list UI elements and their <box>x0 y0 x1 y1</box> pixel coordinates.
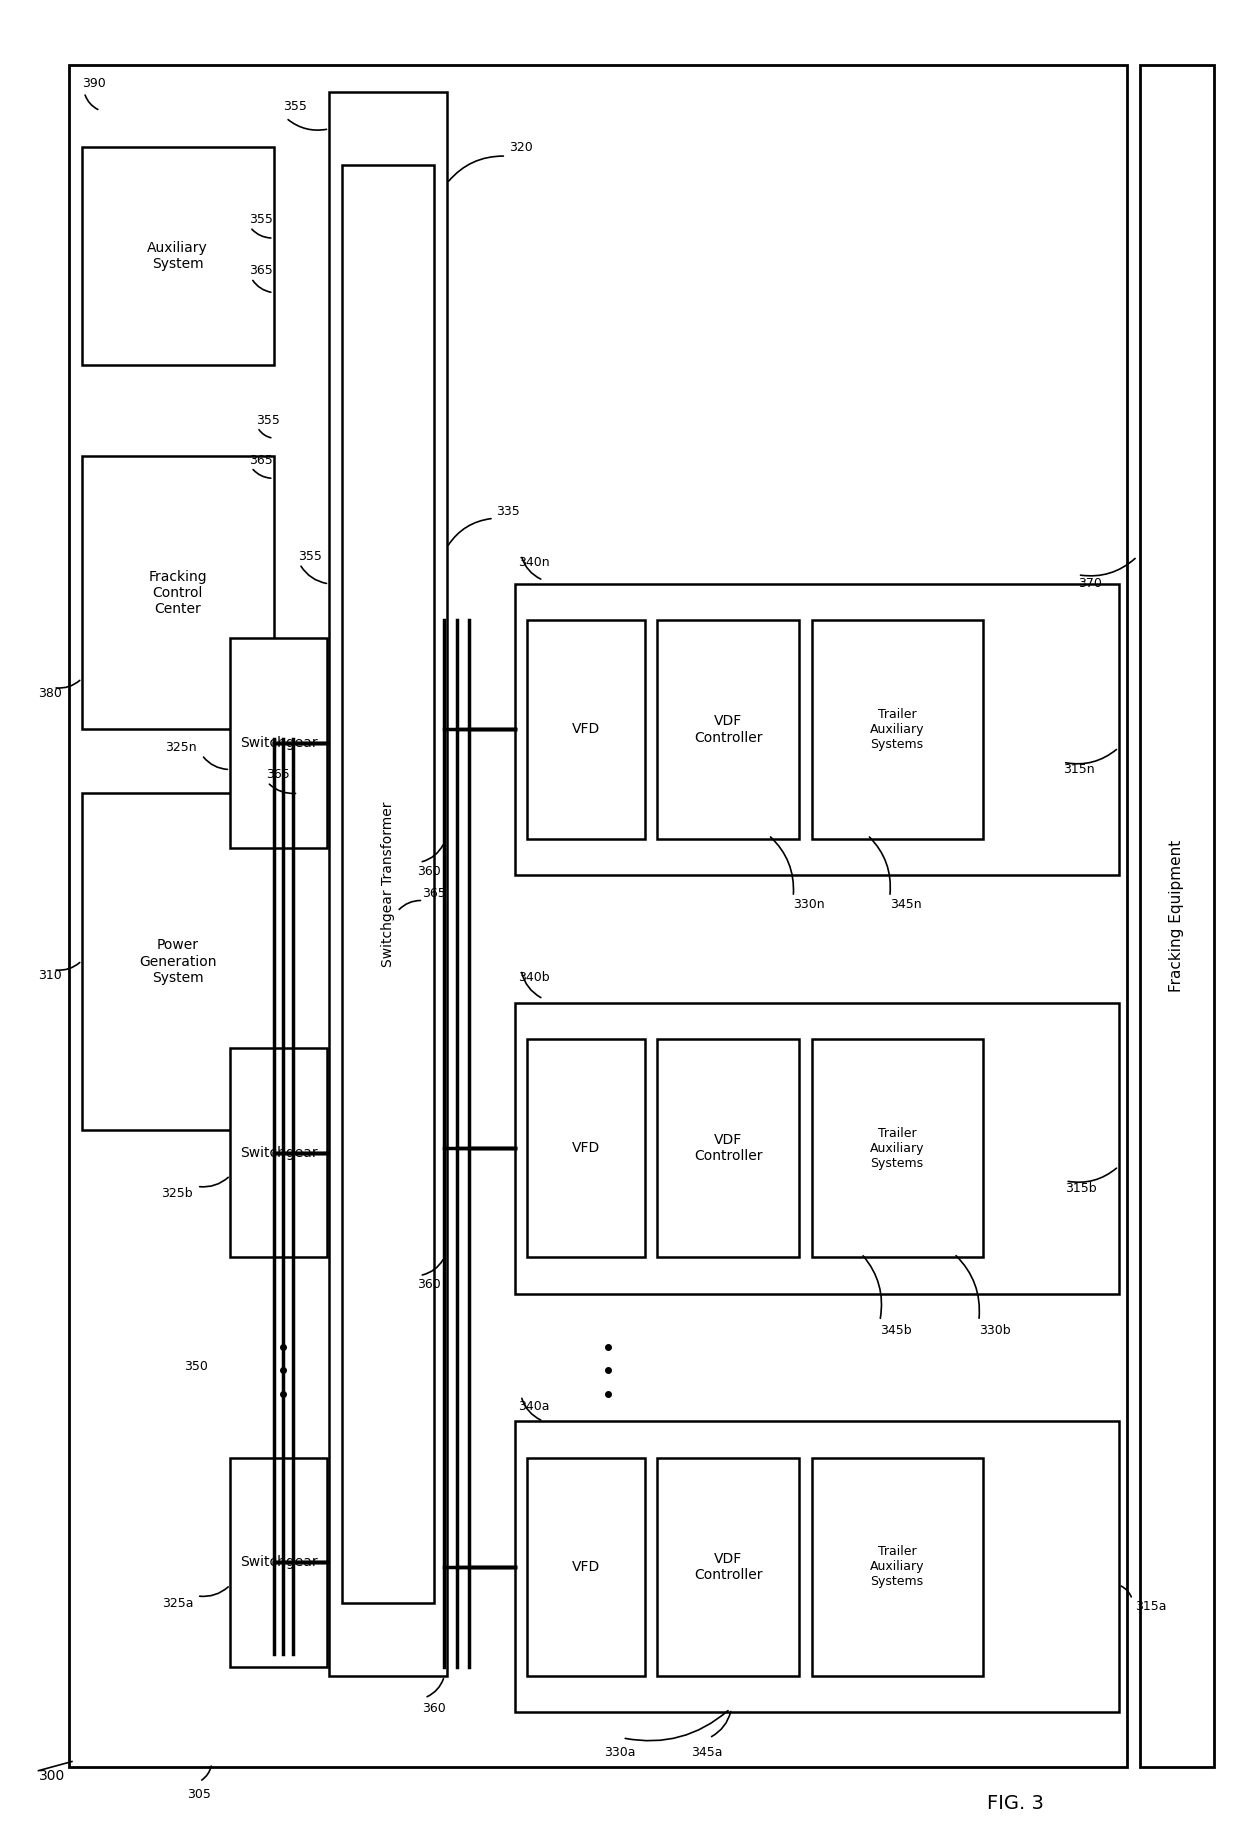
Text: 340b: 340b <box>518 970 551 984</box>
Text: VFD: VFD <box>572 1141 600 1156</box>
Bar <box>231 638 327 848</box>
Bar <box>812 1039 982 1258</box>
Text: 325a: 325a <box>161 1597 193 1610</box>
Text: 315n: 315n <box>1063 764 1095 777</box>
Bar <box>330 93 446 1675</box>
Text: VFD: VFD <box>572 1560 600 1573</box>
Text: 300: 300 <box>38 1768 64 1783</box>
Text: 390: 390 <box>82 77 105 89</box>
Text: 325n: 325n <box>165 742 197 755</box>
Text: 330a: 330a <box>604 1746 636 1759</box>
Text: 340a: 340a <box>518 1400 551 1413</box>
Text: 330b: 330b <box>978 1323 1011 1336</box>
Text: Fracking
Control
Center: Fracking Control Center <box>149 571 207 616</box>
Bar <box>1140 66 1214 1766</box>
Bar <box>527 1458 645 1675</box>
Text: Switchgear Transformer: Switchgear Transformer <box>381 802 396 966</box>
Text: 335: 335 <box>496 505 520 518</box>
Text: 345b: 345b <box>880 1323 911 1336</box>
Text: 355: 355 <box>299 551 322 563</box>
Text: 380: 380 <box>38 687 62 700</box>
Text: Switchgear: Switchgear <box>239 1145 317 1159</box>
Text: VDF
Controller: VDF Controller <box>694 1551 763 1582</box>
Bar <box>657 1458 800 1675</box>
Text: 305: 305 <box>187 1788 211 1801</box>
Text: 345n: 345n <box>890 897 921 912</box>
Text: 315a: 315a <box>1135 1601 1166 1613</box>
Text: 370: 370 <box>1078 578 1101 591</box>
Text: 340n: 340n <box>518 556 551 569</box>
Text: VFD: VFD <box>572 722 600 736</box>
Text: Power
Generation
System: Power Generation System <box>139 939 217 984</box>
Text: 360: 360 <box>422 1703 446 1715</box>
Bar <box>82 793 274 1130</box>
Text: Trailer
Auxiliary
Systems: Trailer Auxiliary Systems <box>870 707 924 751</box>
Bar <box>515 1003 1118 1294</box>
Text: Switchgear: Switchgear <box>239 1555 317 1570</box>
Text: 360: 360 <box>417 1278 441 1291</box>
Text: Trailer
Auxiliary
Systems: Trailer Auxiliary Systems <box>870 1127 924 1170</box>
Bar <box>657 1039 800 1258</box>
Text: Trailer
Auxiliary
Systems: Trailer Auxiliary Systems <box>870 1546 924 1588</box>
Text: VDF
Controller: VDF Controller <box>694 715 763 744</box>
Text: Switchgear: Switchgear <box>239 736 317 749</box>
Text: FIG. 3: FIG. 3 <box>987 1794 1044 1812</box>
Bar <box>527 620 645 839</box>
Text: 365: 365 <box>249 454 273 467</box>
Text: 355: 355 <box>284 100 308 113</box>
Text: 365: 365 <box>249 264 273 277</box>
Text: 325b: 325b <box>161 1187 193 1200</box>
Text: 365: 365 <box>267 769 290 782</box>
Text: 310: 310 <box>38 968 62 983</box>
Text: Fracking Equipment: Fracking Equipment <box>1169 840 1184 992</box>
Bar <box>82 148 274 365</box>
Bar <box>82 456 274 729</box>
Bar <box>69 66 1127 1766</box>
Text: 350: 350 <box>185 1360 208 1373</box>
Bar <box>812 620 982 839</box>
Text: 355: 355 <box>249 213 273 226</box>
Text: Auxiliary
System: Auxiliary System <box>148 241 208 272</box>
Bar <box>515 583 1118 875</box>
Bar <box>527 1039 645 1258</box>
Bar <box>515 1422 1118 1712</box>
Bar <box>342 166 434 1602</box>
Text: 345a: 345a <box>691 1746 723 1759</box>
Bar <box>657 620 800 839</box>
Text: 330n: 330n <box>794 897 825 912</box>
Text: 320: 320 <box>508 140 532 153</box>
Text: 315b: 315b <box>1065 1181 1097 1194</box>
Bar <box>231 1048 327 1258</box>
Bar <box>231 1458 327 1666</box>
Text: 360: 360 <box>417 864 441 879</box>
Text: 355: 355 <box>257 414 280 427</box>
Bar <box>812 1458 982 1675</box>
Text: VDF
Controller: VDF Controller <box>694 1134 763 1163</box>
Text: 365: 365 <box>422 886 446 901</box>
